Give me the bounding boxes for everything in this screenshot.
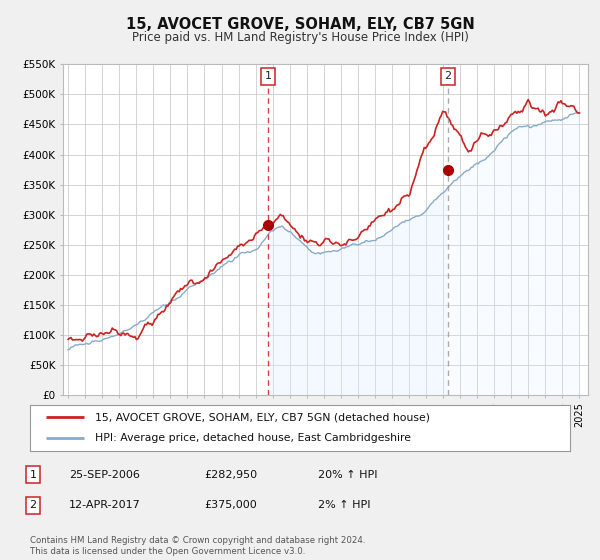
Text: 2: 2 — [445, 72, 451, 81]
Text: 1: 1 — [265, 72, 272, 81]
Text: 20% ↑ HPI: 20% ↑ HPI — [318, 470, 377, 480]
Text: £282,950: £282,950 — [204, 470, 257, 480]
Text: 2% ↑ HPI: 2% ↑ HPI — [318, 500, 371, 510]
Text: 15, AVOCET GROVE, SOHAM, ELY, CB7 5GN: 15, AVOCET GROVE, SOHAM, ELY, CB7 5GN — [125, 17, 475, 32]
Text: HPI: Average price, detached house, East Cambridgeshire: HPI: Average price, detached house, East… — [95, 433, 411, 444]
Text: Contains HM Land Registry data © Crown copyright and database right 2024.
This d: Contains HM Land Registry data © Crown c… — [30, 536, 365, 556]
Text: 15, AVOCET GROVE, SOHAM, ELY, CB7 5GN (detached house): 15, AVOCET GROVE, SOHAM, ELY, CB7 5GN (d… — [95, 412, 430, 422]
Text: 1: 1 — [29, 470, 37, 480]
Text: Price paid vs. HM Land Registry's House Price Index (HPI): Price paid vs. HM Land Registry's House … — [131, 31, 469, 44]
Text: 2: 2 — [29, 500, 37, 510]
Text: £375,000: £375,000 — [204, 500, 257, 510]
Text: 12-APR-2017: 12-APR-2017 — [69, 500, 141, 510]
Text: 25-SEP-2006: 25-SEP-2006 — [69, 470, 140, 480]
